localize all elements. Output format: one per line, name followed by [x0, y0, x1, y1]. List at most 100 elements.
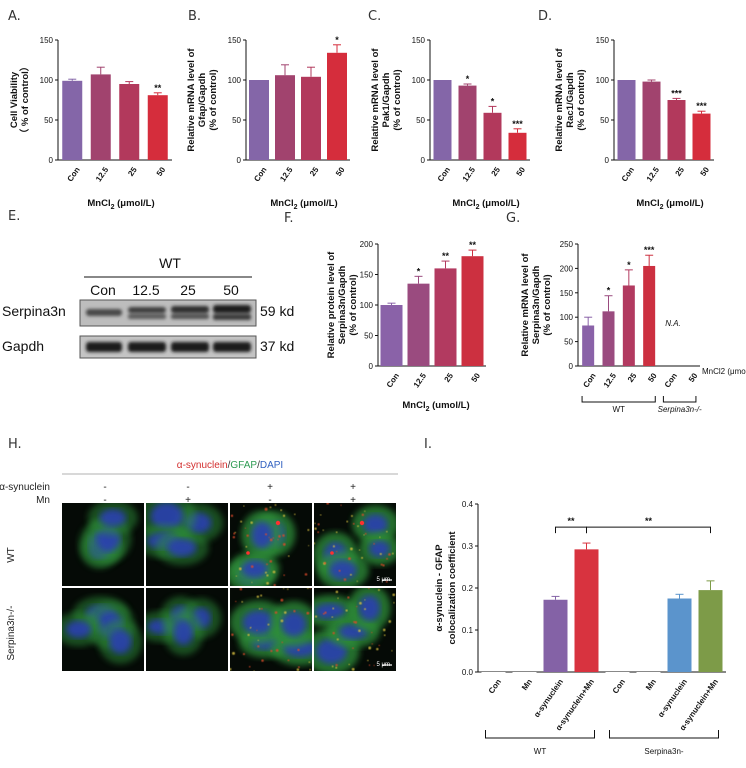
x-tick-label: 50: [687, 371, 700, 384]
bar: [508, 132, 527, 160]
y-tick-label: 0.0: [462, 668, 474, 677]
micrograph-panel: α-synuclein/GFAP/DAPI α-synuclein Mn - - +…: [0, 460, 398, 671]
y-axis-title: Relative mRNA level of: [554, 48, 565, 152]
x-tick-label: Con: [66, 165, 82, 183]
group-label-wt: WT: [534, 747, 547, 756]
y-tick-label: 0.1: [462, 626, 474, 635]
bar: [275, 75, 295, 160]
y-tick-label: 150: [560, 289, 574, 298]
x-tick-label: 12.5: [278, 165, 295, 183]
chart-gfap-mrna: 0 50 100 150 Con 12.5 25 * 50 Relative mRNA level…: [186, 35, 350, 211]
bar: [458, 85, 477, 160]
panel-label-a: A.: [8, 9, 21, 24]
x-tick-label: Con: [663, 371, 679, 389]
x-tick-label: 12.5: [412, 371, 429, 389]
bar: [617, 80, 636, 160]
comparison-bracket: [586, 526, 711, 534]
y-axis-title: Serpina3n/Gapdh: [337, 265, 348, 344]
x-tick-label: Mn: [520, 677, 534, 692]
condition-label: α-synuclein: [0, 482, 50, 493]
bar: [327, 52, 347, 160]
x-tick-label: 50: [155, 165, 168, 178]
micrograph-tile: [146, 588, 228, 671]
x-tick-label: Con: [252, 165, 268, 183]
y-tick-label: 100: [228, 76, 242, 85]
x-tick-label: 50: [334, 165, 347, 178]
y-tick-label: 150: [596, 36, 610, 45]
row-label-knockout: Serpina3n-/-: [6, 605, 17, 660]
bar: [301, 76, 321, 160]
y-tick-label: 100: [412, 76, 426, 85]
chart-pak1-mrna: 0 50 100 150 Con * 12.5 * 25 *** 50 Relative mRNA l…: [370, 36, 530, 211]
y-tick-label: 0.4: [462, 500, 474, 509]
scale-bar-label: 5 μm: [377, 662, 390, 668]
x-tick-label: 25: [626, 371, 639, 384]
bar: [602, 311, 615, 366]
y-tick-label: 100: [360, 301, 374, 310]
y-tick-label: 0: [421, 156, 426, 165]
significance-label: *: [607, 286, 611, 296]
y-tick-label: 200: [560, 264, 574, 273]
bar: [642, 81, 661, 160]
kd-label: 37 kd: [260, 338, 294, 354]
bar: [249, 80, 269, 160]
micrograph-tile: [314, 588, 396, 671]
western-blot: WT Con 12.5 25 50 Serpina3n Gapdh 59 kd …: [2, 255, 294, 359]
panel-label-f: F.: [284, 211, 294, 226]
blot-strip-gapdh: [79, 335, 257, 359]
bar: [543, 599, 568, 672]
significance-label: ***: [512, 119, 523, 129]
panel-label-c: C.: [368, 9, 381, 24]
y-tick-label: 50: [44, 116, 53, 125]
condition-sign: +: [350, 495, 356, 506]
micrograph-tile: [230, 588, 312, 671]
y-axis-title: (% of control): [392, 69, 403, 130]
y-axis-title: Relative mRNA level of: [370, 48, 381, 152]
y-tick-label: 0: [605, 156, 610, 165]
y-tick-label: 0.2: [462, 584, 474, 593]
y-axis-title: Serpina3n/Gapdh: [531, 265, 542, 344]
bar: [483, 112, 502, 160]
significance-label: *: [491, 96, 495, 106]
chart-serpina3n-mrna: 0 50 100 150 200 250 Con * 12.5 * 25 *** 50 Con 50 Rela…: [520, 240, 746, 414]
y-tick-label: 50: [416, 116, 425, 125]
y-tick-label: 200: [360, 240, 374, 249]
bar: [605, 672, 630, 673]
bar: [667, 100, 686, 160]
row-label-wt: WT: [6, 547, 17, 563]
panel-label-h: H.: [8, 437, 22, 452]
y-axis-title: Rac1/Gapdh: [565, 72, 576, 128]
bar: [433, 80, 452, 160]
bar: [481, 672, 506, 673]
condition-sign: -: [268, 495, 271, 506]
significance-label: *: [466, 74, 470, 84]
not-applicable-note: N.A.: [665, 319, 681, 328]
western-group-label: WT: [159, 255, 181, 271]
panel-label-i: I.: [424, 437, 432, 452]
condition-sign: -: [186, 482, 189, 493]
comparison-label: **: [645, 516, 653, 526]
x-tick-label: α-synuclein: [532, 677, 565, 719]
protein-label: Serpina3n: [2, 303, 66, 319]
lane-label: Con: [90, 282, 116, 298]
protein-label: Gapdh: [2, 338, 44, 354]
y-tick-label: 150: [40, 36, 54, 45]
y-axis-title: colocalization coefficient: [447, 531, 458, 645]
comparison-label: **: [567, 516, 575, 526]
bar: [147, 95, 168, 160]
y-tick-label: 0: [569, 362, 574, 371]
condition-sign: -: [103, 482, 106, 493]
x-tick-label: 12.5: [94, 165, 111, 183]
significance-label: ***: [644, 245, 655, 255]
x-axis-title: MnCl2 (μmol/L): [270, 198, 337, 211]
bar: [119, 84, 140, 160]
chart-cell-viability: 0 50 100 150 Con 12.5 25 ** 50 Cell Viability （ % …: [9, 36, 172, 211]
x-tick-label: 12.5: [602, 371, 619, 389]
y-tick-label: 0.3: [462, 542, 474, 551]
x-tick-label: Mn: [644, 677, 658, 692]
x-tick-label: 50: [646, 371, 659, 384]
condition-sign: +: [185, 495, 191, 506]
x-tick-label: 25: [490, 165, 503, 178]
x-axis-title: MnCl2 (umol/L): [402, 400, 469, 413]
